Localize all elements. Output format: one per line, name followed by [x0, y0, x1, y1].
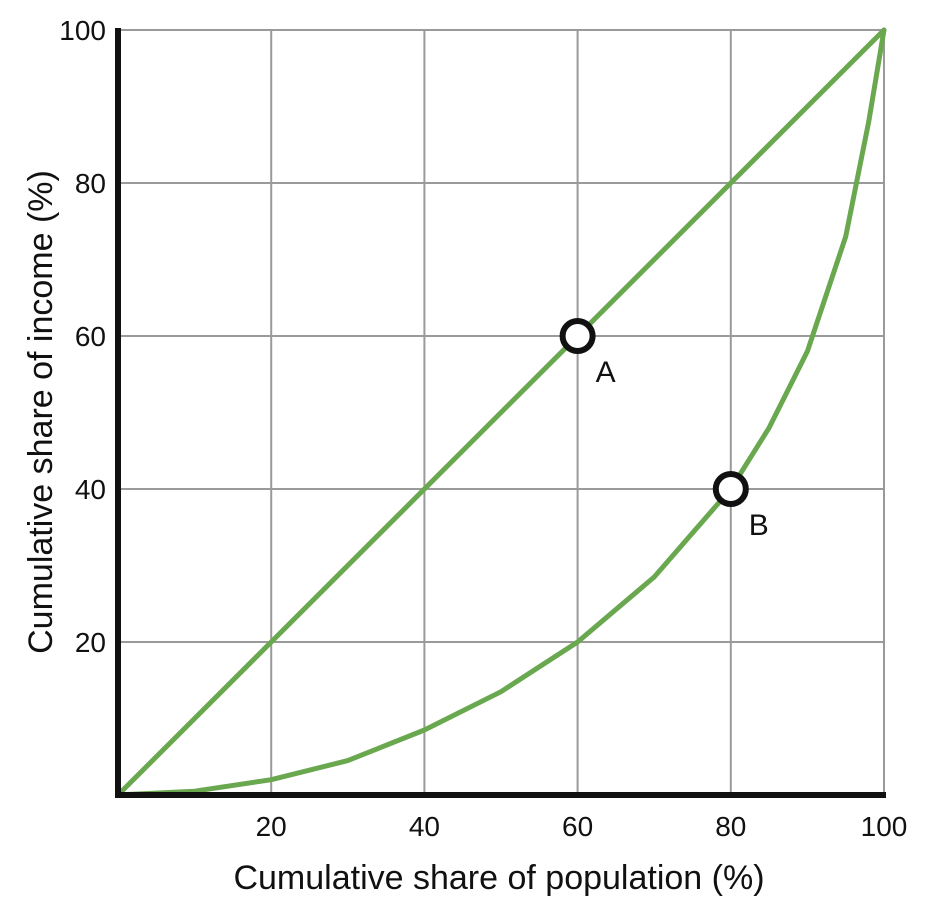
tick-label-layer: 20 40 60 80 100 20 40 60 80 100	[59, 15, 907, 842]
x-tick-label: 40	[409, 811, 440, 842]
y-tick-label: 100	[59, 15, 106, 46]
point-layer: AB	[559, 318, 769, 542]
point-marker	[712, 471, 749, 507]
y-tick-label: 40	[75, 474, 106, 505]
y-tick-label: 20	[75, 627, 106, 658]
x-tick-label: 20	[256, 811, 287, 842]
y-axis-title: Cumulative share of income (%)	[22, 170, 60, 654]
x-tick-label: 60	[562, 811, 593, 842]
x-tick-label: 80	[715, 811, 746, 842]
axis-layer	[115, 28, 886, 798]
series-layer	[115, 27, 887, 798]
x-axis-title: Cumulative share of population (%)	[233, 859, 764, 897]
grid-layer	[118, 29, 885, 795]
y-tick-label: 80	[75, 168, 106, 199]
equality-line	[115, 27, 887, 798]
point-label: A	[596, 356, 616, 389]
x-tick-label: 100	[861, 811, 908, 842]
point-marker	[559, 318, 596, 354]
point-label: B	[749, 509, 769, 542]
lorenz-curve	[115, 27, 887, 798]
y-tick-label: 60	[75, 321, 106, 352]
